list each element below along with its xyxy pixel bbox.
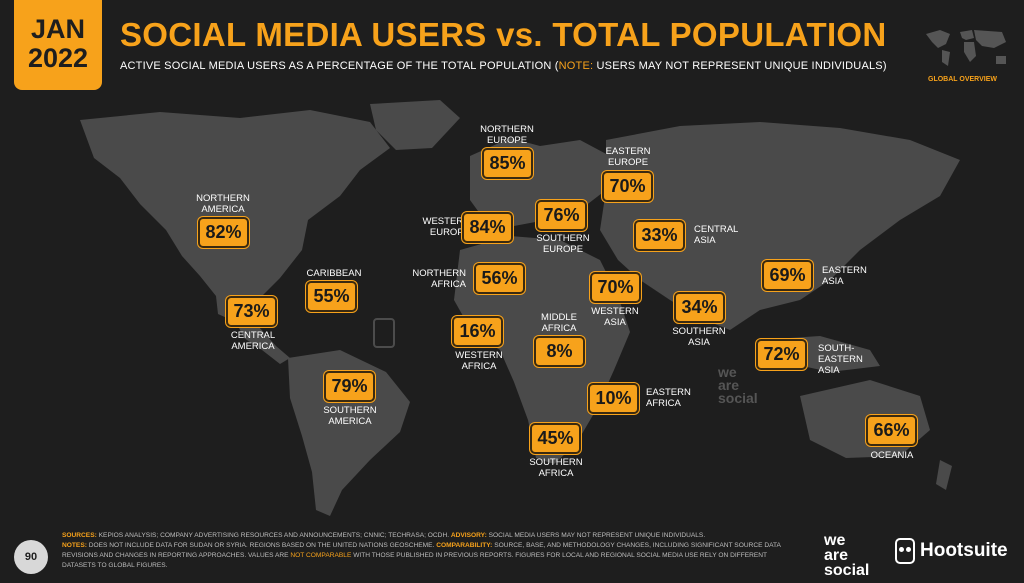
value-eastern-africa: 10% xyxy=(588,383,639,414)
label-southern-asia: SOUTHERN ASIA xyxy=(672,326,726,348)
date-year: 2022 xyxy=(27,43,89,73)
section-label: GLOBAL OVERVIEW xyxy=(928,76,997,83)
label-western-europe: WESTERN EUROPE xyxy=(422,216,471,238)
label-western-asia: WESTERN ASIA xyxy=(591,306,639,328)
continent-south-america xyxy=(288,350,410,516)
value-northern-africa: 56% xyxy=(474,263,525,294)
hootsuite-logo: Hootsuite xyxy=(895,538,1008,564)
value-southern-asia: 34% xyxy=(674,292,725,323)
date-month: JAN xyxy=(30,14,85,44)
label-northern-america: NORTHERN AMERICA xyxy=(196,193,250,215)
value-central-asia: 33% xyxy=(634,220,685,251)
value-southern-europe: 76% xyxy=(536,200,587,231)
continent-greenland xyxy=(370,100,460,150)
label-middle-africa: MIDDLE AFRICA xyxy=(541,312,577,334)
label-southern-america: SOUTHERN AMERICA xyxy=(323,405,377,427)
watermark-owl-icon xyxy=(373,318,395,348)
label-southern-europe: SOUTHERN EUROPE xyxy=(536,233,590,255)
continent-central-america xyxy=(236,322,290,364)
page-subtitle: ACTIVE SOCIAL MEDIA USERS AS A PERCENTAG… xyxy=(120,60,887,72)
watermark-we-are-social: we are social xyxy=(718,364,758,406)
value-central-america: 73% xyxy=(226,296,277,327)
page-number: 90 xyxy=(14,540,48,574)
date-badge: JAN 2022 xyxy=(14,0,102,90)
value-northern-america: 82% xyxy=(198,217,249,248)
label-central-america: CENTRAL AMERICA xyxy=(230,330,276,352)
label-northern-europe: NORTHERN EUROPE xyxy=(480,124,534,146)
value-eastern-asia: 69% xyxy=(762,260,813,291)
value-western-europe: 84% xyxy=(462,212,513,243)
label-oceania: OCEANIA xyxy=(870,450,914,461)
footnotes: SOURCES: KEPIOS ANALYSIS; COMPANY ADVERT… xyxy=(62,532,781,569)
label-south-eastern-asia: SOUTH-EASTERN ASIA xyxy=(818,343,863,376)
page-title: SOCIAL MEDIA USERS vs. TOTAL POPULATION xyxy=(120,16,887,53)
value-western-africa: 16% xyxy=(452,316,503,347)
value-south-eastern-asia: 72% xyxy=(756,339,807,370)
label-western-africa: WESTERN AFRICA xyxy=(455,350,503,372)
value-caribbean: 55% xyxy=(306,281,357,312)
label-eastern-asia: EASTERN ASIA xyxy=(822,265,867,287)
value-southern-america: 79% xyxy=(324,371,375,402)
continent-north-america xyxy=(80,110,390,322)
label-eastern-europe: EASTERN EUROPE xyxy=(605,146,651,168)
value-southern-africa: 45% xyxy=(530,423,581,454)
mini-world-map-icon xyxy=(926,30,1006,66)
value-middle-africa: 8% xyxy=(534,336,585,367)
value-northern-europe: 85% xyxy=(482,148,533,179)
hootsuite-owl-icon xyxy=(895,538,915,564)
value-western-asia: 70% xyxy=(590,272,641,303)
continent-asia xyxy=(600,122,960,330)
continent-new-zealand xyxy=(936,460,952,490)
value-eastern-europe: 70% xyxy=(602,171,653,202)
value-oceania: 66% xyxy=(866,415,917,446)
label-eastern-africa: EASTERN AFRICA xyxy=(646,387,691,409)
label-caribbean: CARIBBEAN xyxy=(306,268,362,279)
label-southern-africa: SOUTHERN AFRICA xyxy=(529,457,583,479)
label-central-asia: CENTRAL ASIA xyxy=(694,224,739,246)
we-are-social-logo: we are social xyxy=(824,532,870,579)
label-northern-africa: NORTHERN AFRICA xyxy=(412,268,466,290)
